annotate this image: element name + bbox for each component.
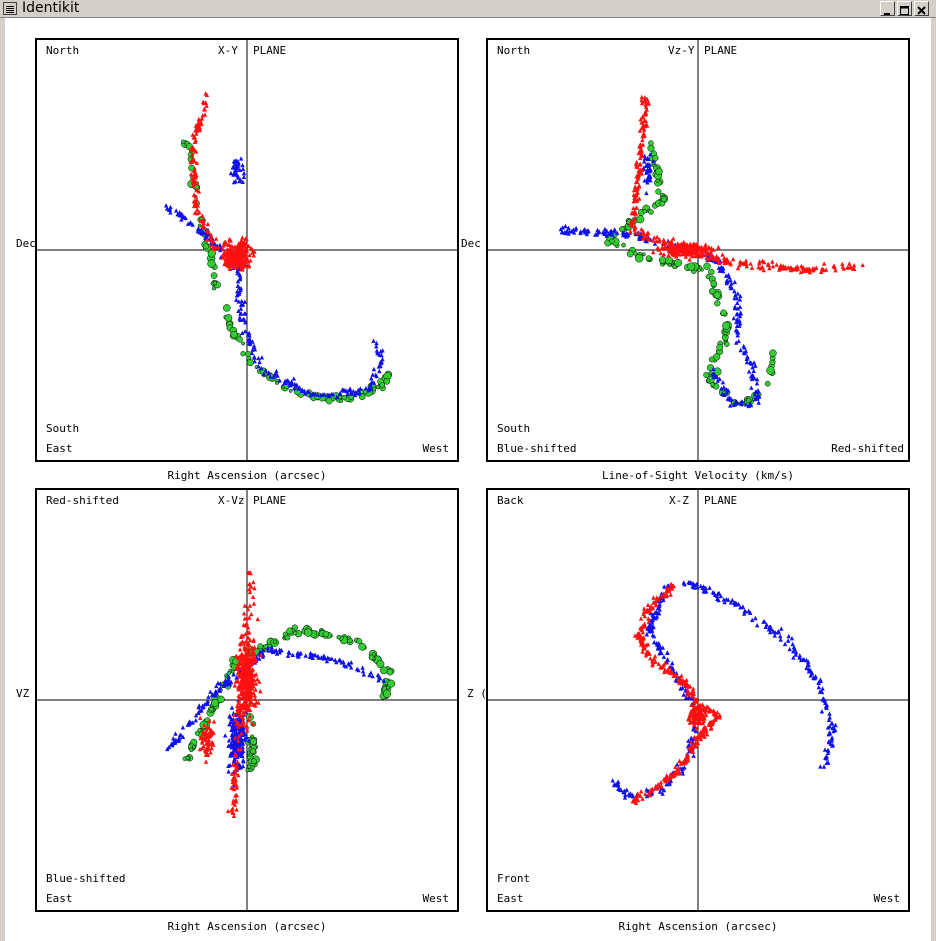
close-icon [917,6,926,15]
maximize-button[interactable] [897,1,912,16]
minimize-icon [884,13,890,15]
plane-suffix: PLANE [253,44,287,57]
blue-particles [165,644,387,788]
xz-plane-panel[interactable]: Back X-Z PLANE Front East West [486,488,910,912]
plane-label: Vz-Y [668,44,695,57]
green-particles [182,624,396,773]
side-label: Dec [16,237,36,250]
corner-bottom-left-1: Blue-shifted [46,872,126,885]
red-particles [628,94,865,275]
red-particles [630,581,723,805]
plane-label: X-Y [218,44,238,57]
plane-label: X-Vz [218,494,245,507]
plane-suffix: PLANE [253,494,287,507]
red-particles [188,91,257,272]
plane-suffix: PLANE [704,494,738,507]
minimize-button[interactable] [880,1,895,16]
vzy-scatter [488,40,908,460]
green-particles [181,139,393,405]
xvz-plane-panel[interactable]: Red-shifted X-Vz PLANE Blue-shifted East… [35,488,459,912]
close-button[interactable] [914,1,929,16]
window-menu-icon[interactable] [3,2,17,15]
maximize-icon [900,6,909,15]
xz-scatter [488,490,908,910]
x-axis-label: Right Ascension (arcsec) [618,920,778,933]
corner-bottom-left-2: Blue-shifted [497,442,577,455]
corner-bottom-right: West [422,892,450,905]
corner-top-left: Red-shifted [46,494,119,507]
xy-plane-panel[interactable]: North X-Y PLANE South East West [35,38,459,462]
corner-top-left: Back [497,494,524,507]
side-label: Z ( [467,687,487,700]
title-bar: Identikit [0,0,936,18]
corner-bottom-left-2: East [46,442,73,455]
green-particles [604,140,777,407]
side-label: Dec [461,237,481,250]
corner-bottom-left-2: East [497,892,524,905]
side-label: VZ [16,687,30,700]
corner-top-left: North [497,44,531,57]
plot-area: North X-Y PLANE South East West Dec Righ… [5,18,931,941]
blue-particles [163,156,385,400]
plane-label: X-Z [669,494,689,507]
corner-bottom-left-2: East [46,892,73,905]
xvz-scatter [37,490,457,910]
corner-bottom-left-1: South [46,422,80,435]
window-title: Identikit [22,0,80,16]
corner-top-left: North [46,44,80,57]
x-axis-label: Right Ascension (arcsec) [167,920,327,933]
plane-suffix: PLANE [704,44,738,57]
x-axis-label: Right Ascension (arcsec) [167,469,327,482]
corner-bottom-left-1: South [497,422,531,435]
corner-bottom-right: Red-shifted [831,442,904,455]
blue-particles [610,579,838,800]
vzy-plane-panel[interactable]: North Vz-Y PLANE South Blue-shifted Red-… [486,38,910,462]
corner-bottom-left-1: Front [497,872,531,885]
corner-bottom-right: West [873,892,901,905]
red-particles [197,570,263,818]
corner-bottom-right: West [422,442,450,455]
x-axis-label: Line-of-Sight Velocity (km/s) [601,469,795,482]
xy-scatter [37,40,457,460]
